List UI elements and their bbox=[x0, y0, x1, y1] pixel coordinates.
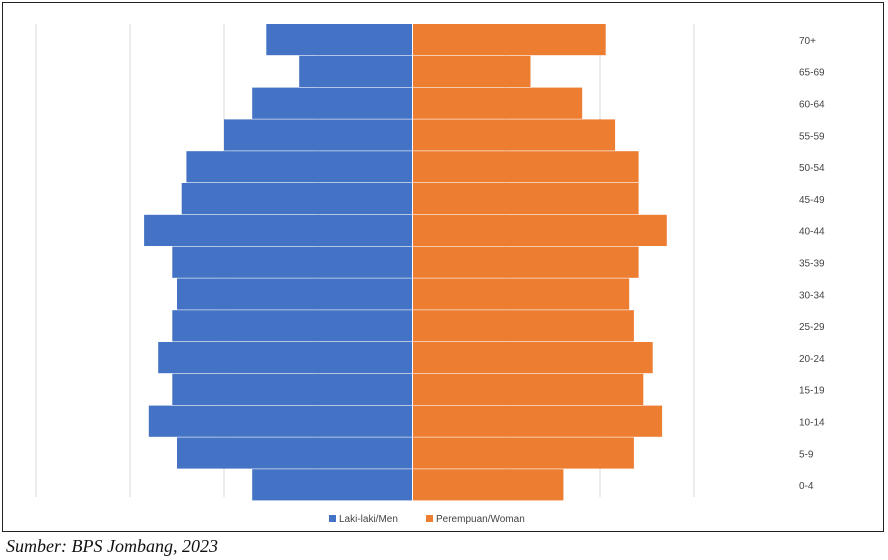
source-caption: Sumber: BPS Jombang, 2023 bbox=[6, 536, 218, 556]
category-label: 60-64 bbox=[799, 100, 825, 111]
legend-label: Perempuan/Woman bbox=[436, 514, 525, 525]
bar-women-25-29 bbox=[413, 310, 634, 342]
bar-men-50-54 bbox=[186, 151, 412, 183]
bar-men-70+ bbox=[266, 24, 412, 56]
bar-women-60-64 bbox=[413, 87, 583, 119]
bar-men-15-19 bbox=[172, 373, 412, 405]
bar-women-45-49 bbox=[413, 183, 639, 215]
bar-women-10-14 bbox=[413, 405, 663, 437]
population-pyramid-chart: 0-4 5-9 10-14 15-19 20-24 25-29 30-34 35-39 40-4… bbox=[35, 24, 825, 525]
bar-men-25-29 bbox=[172, 310, 412, 342]
bar-men-20-24 bbox=[158, 342, 412, 374]
bar-men-30-34 bbox=[177, 278, 412, 310]
bar-women-50-54 bbox=[413, 151, 639, 183]
bar-women-40-44 bbox=[413, 214, 667, 246]
legend-swatch bbox=[329, 515, 336, 522]
bar-women-35-39 bbox=[413, 246, 639, 278]
category-label: 10-14 bbox=[799, 418, 825, 429]
bar-men-10-14 bbox=[148, 405, 413, 437]
category-label: 30-34 bbox=[799, 290, 825, 301]
bar-men-55-59 bbox=[224, 119, 412, 151]
category-labels: 0-4 5-9 10-14 15-19 20-24 25-29 30-34 35-39 40-4… bbox=[799, 36, 825, 492]
category-label: 55-59 bbox=[799, 131, 825, 142]
bar-men-35-39 bbox=[172, 246, 412, 278]
bar-men-40-44 bbox=[144, 214, 412, 246]
category-label: 40-44 bbox=[799, 227, 825, 238]
legend: Laki-laki/Men Perempuan/Woman bbox=[329, 514, 525, 525]
bar-women-70+ bbox=[413, 24, 606, 56]
category-label: 70+ bbox=[799, 36, 816, 47]
bar-women-30-34 bbox=[413, 278, 630, 310]
bar-men-0-4 bbox=[252, 469, 412, 501]
bar-women-65-69 bbox=[413, 55, 531, 87]
category-label: 65-69 bbox=[799, 68, 825, 79]
category-label: 15-19 bbox=[799, 386, 825, 397]
category-label: 35-39 bbox=[799, 259, 825, 270]
bar-men-65-69 bbox=[299, 55, 412, 87]
bars bbox=[144, 24, 667, 501]
category-label: 50-54 bbox=[799, 163, 825, 174]
bar-women-15-19 bbox=[413, 373, 644, 405]
category-label: 25-29 bbox=[799, 322, 825, 333]
category-label: 20-24 bbox=[799, 354, 825, 365]
bar-women-55-59 bbox=[413, 119, 616, 151]
bar-women-20-24 bbox=[413, 342, 653, 374]
legend-label: Laki-laki/Men bbox=[339, 514, 398, 525]
bar-men-60-64 bbox=[252, 87, 412, 119]
legend-swatch bbox=[426, 515, 433, 522]
bar-women-0-4 bbox=[413, 469, 564, 501]
bar-men-45-49 bbox=[181, 183, 412, 215]
bar-men-5-9 bbox=[177, 437, 412, 469]
category-label: 5-9 bbox=[799, 449, 814, 460]
category-label: 45-49 bbox=[799, 195, 825, 206]
bar-women-5-9 bbox=[413, 437, 634, 469]
chart-frame: 0-4 5-9 10-14 15-19 20-24 25-29 30-34 35-39 40-4… bbox=[2, 2, 884, 532]
category-label: 0-4 bbox=[799, 481, 814, 492]
